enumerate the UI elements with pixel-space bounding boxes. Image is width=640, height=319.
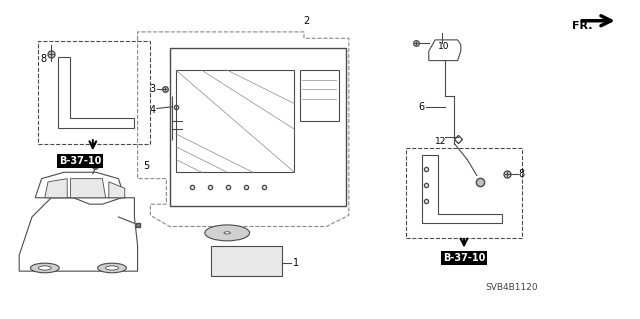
Polygon shape [45,179,67,198]
Text: 8: 8 [40,54,47,64]
Text: 1: 1 [293,258,300,268]
Text: 6: 6 [418,102,424,112]
Bar [38,41,150,144]
Text: B-37-10: B-37-10 [59,156,101,166]
Text: 10: 10 [438,42,450,51]
Ellipse shape [205,225,250,241]
Text: 5: 5 [143,161,149,171]
Text: 12: 12 [435,137,446,146]
Ellipse shape [31,263,60,273]
Bar [406,148,522,238]
Bar [300,70,339,121]
Bar [176,70,294,172]
Text: 8: 8 [518,169,525,179]
Ellipse shape [38,266,51,270]
Ellipse shape [224,232,230,234]
Text: 3: 3 [149,84,156,94]
Text: 4: 4 [149,105,156,115]
Ellipse shape [106,266,118,270]
Polygon shape [211,246,282,276]
Polygon shape [70,179,106,198]
Polygon shape [109,182,125,198]
Text: SVB4B1120: SVB4B1120 [486,283,538,292]
Text: B-37-10: B-37-10 [443,253,485,263]
Bar [170,48,346,206]
Ellipse shape [97,263,127,273]
Text: 2: 2 [303,16,309,26]
Text: FR.: FR. [572,21,593,31]
